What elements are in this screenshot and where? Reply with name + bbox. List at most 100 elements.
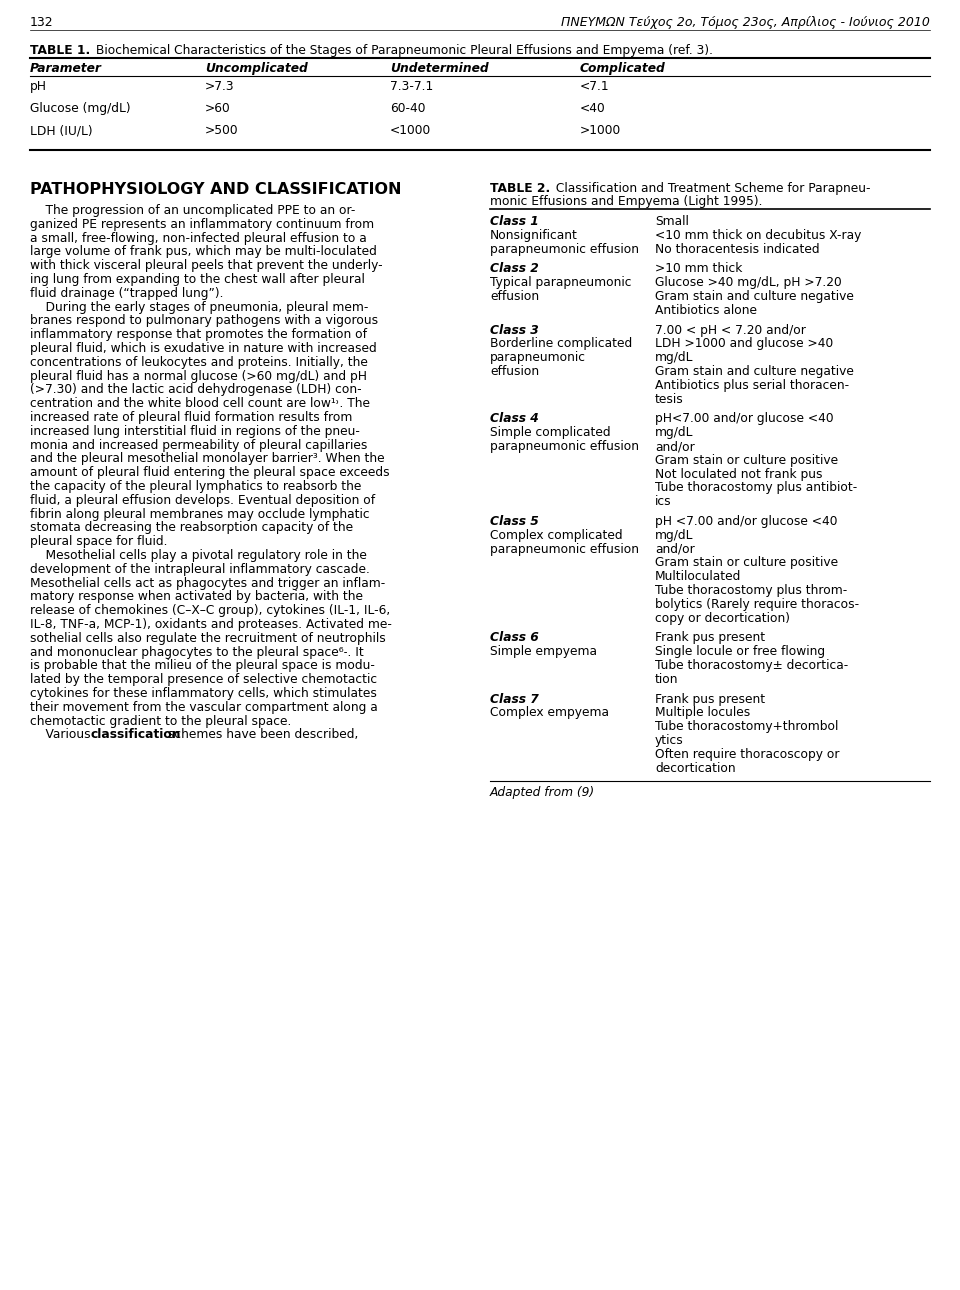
Text: branes respond to pulmonary pathogens with a vigorous: branes respond to pulmonary pathogens wi… [30,315,378,328]
Text: Antibiotics alone: Antibiotics alone [655,304,757,317]
Text: parapneumonic effusion: parapneumonic effusion [490,243,639,255]
Text: ics: ics [655,495,672,508]
Text: increased rate of pleural fluid formation results from: increased rate of pleural fluid formatio… [30,412,352,424]
Text: Often require thoracoscopy or: Often require thoracoscopy or [655,748,839,761]
Text: >7.3: >7.3 [205,80,234,93]
Text: Not loculated not frank pus: Not loculated not frank pus [655,467,823,481]
Text: (>7.30) and the lactic acid dehydrogenase (LDH) con-: (>7.30) and the lactic acid dehydrogenas… [30,383,362,396]
Text: and the pleural mesothelial monolayer barrier³. When the: and the pleural mesothelial monolayer ba… [30,453,385,466]
Text: Class 6: Class 6 [490,631,539,645]
Text: decortication: decortication [655,761,735,774]
Text: Gram stain and culture negative: Gram stain and culture negative [655,365,853,378]
Text: Tube thoracostomy+thrombol: Tube thoracostomy+thrombol [655,720,838,733]
Text: Glucose >40 mg/dL, pH >7.20: Glucose >40 mg/dL, pH >7.20 [655,276,842,289]
Text: Class 5: Class 5 [490,515,539,528]
Text: with thick visceral pleural peels that prevent the underly-: with thick visceral pleural peels that p… [30,259,383,272]
Text: Various: Various [30,729,94,742]
Text: 132: 132 [30,15,54,28]
Text: Complex empyema: Complex empyema [490,707,609,720]
Text: tion: tion [655,673,679,686]
Text: Mesothelial cells play a pivotal regulatory role in the: Mesothelial cells play a pivotal regulat… [30,550,367,562]
Text: ytics: ytics [655,734,684,747]
Text: bolytics (Rarely require thoracos-: bolytics (Rarely require thoracos- [655,597,859,610]
Text: chemotactic gradient to the pleural space.: chemotactic gradient to the pleural spac… [30,715,292,728]
Text: concentrations of leukocytes and proteins. Initially, the: concentrations of leukocytes and protein… [30,356,368,369]
Text: sothelial cells also regulate the recruitment of neutrophils: sothelial cells also regulate the recrui… [30,632,386,645]
Text: Simple empyema: Simple empyema [490,645,597,658]
Text: monic Effusions and Empyema (Light 1995).: monic Effusions and Empyema (Light 1995)… [490,195,762,208]
Text: Gram stain and culture negative: Gram stain and culture negative [655,290,853,303]
Text: Antibiotics plus serial thoracen-: Antibiotics plus serial thoracen- [655,379,850,392]
Text: stomata decreasing the reabsorption capacity of the: stomata decreasing the reabsorption capa… [30,521,353,534]
Text: ΠΝΕΥΜΩΝ Τεύχος 2ο, Τόμος 23ος, Απρίλιος - Ιούνιος 2010: ΠΝΕΥΜΩΝ Τεύχος 2ο, Τόμος 23ος, Απρίλιος … [562,15,930,28]
Text: Tube thoracostomy plus throm-: Tube thoracostomy plus throm- [655,584,848,597]
Text: Typical parapneumonic: Typical parapneumonic [490,276,632,289]
Text: release of chemokines (C–X–C group), cytokines (IL-1, IL-6,: release of chemokines (C–X–C group), cyt… [30,604,391,617]
Text: copy or decortication): copy or decortication) [655,611,790,624]
Text: centration and the white blood cell count are low¹˒. The: centration and the white blood cell coun… [30,397,370,410]
Text: Class 4: Class 4 [490,413,539,426]
Text: >500: >500 [205,124,239,137]
Text: mg/dL: mg/dL [655,351,693,364]
Text: Glucose (mg/dL): Glucose (mg/dL) [30,102,131,115]
Text: ganized PE represents an inflammatory continuum from: ganized PE represents an inflammatory co… [30,218,374,231]
Text: >60: >60 [205,102,230,115]
Text: Classification and Treatment Scheme for Parapneu-: Classification and Treatment Scheme for … [552,182,871,195]
Text: Uncomplicated: Uncomplicated [205,62,308,75]
Text: their movement from the vascular compartment along a: their movement from the vascular compart… [30,700,377,713]
Text: increased lung interstitial fluid in regions of the pneu-: increased lung interstitial fluid in reg… [30,424,360,437]
Text: >1000: >1000 [580,124,621,137]
Text: inflammatory response that promotes the formation of: inflammatory response that promotes the … [30,328,367,341]
Text: is probable that the milieu of the pleural space is modu-: is probable that the milieu of the pleur… [30,659,374,672]
Text: >10 mm thick: >10 mm thick [655,262,742,275]
Text: and/or: and/or [655,440,695,453]
Text: Tube thoracostomy plus antibiot-: Tube thoracostomy plus antibiot- [655,481,857,494]
Text: 60-40: 60-40 [390,102,425,115]
Text: mg/dL: mg/dL [655,529,693,542]
Text: amount of pleural fluid entering the pleural space exceeds: amount of pleural fluid entering the ple… [30,466,390,479]
Text: ing lung from expanding to the chest wall after pleural: ing lung from expanding to the chest wal… [30,273,365,286]
Text: schemes have been described,: schemes have been described, [164,729,358,742]
Text: Gram stain or culture positive: Gram stain or culture positive [655,454,838,467]
Text: fluid, a pleural effusion develops. Eventual deposition of: fluid, a pleural effusion develops. Even… [30,494,375,507]
Text: Parameter: Parameter [30,62,102,75]
Text: pH<7.00 and/or glucose <40: pH<7.00 and/or glucose <40 [655,413,833,426]
Text: mg/dL: mg/dL [655,426,693,439]
Text: monia and increased permeability of pleural capillaries: monia and increased permeability of pleu… [30,439,368,451]
Text: Multiloculated: Multiloculated [655,570,741,583]
Text: effusion: effusion [490,290,540,303]
Text: a small, free-flowing, non-infected pleural effusion to a: a small, free-flowing, non-infected pleu… [30,232,367,245]
Text: parapneumonic effusion: parapneumonic effusion [490,440,639,453]
Text: TABLE 1.: TABLE 1. [30,44,90,57]
Text: pH: pH [30,80,47,93]
Text: 7.00 < pH < 7.20 and/or: 7.00 < pH < 7.20 and/or [655,324,805,337]
Text: and/or: and/or [655,543,695,556]
Text: parapneumonic: parapneumonic [490,351,586,364]
Text: PATHOPHYSIOLOGY AND CLASSIFICATION: PATHOPHYSIOLOGY AND CLASSIFICATION [30,182,401,197]
Text: Multiple locules: Multiple locules [655,707,751,720]
Text: LDH >1000 and glucose >40: LDH >1000 and glucose >40 [655,338,833,351]
Text: TABLE 2.: TABLE 2. [490,182,550,195]
Text: <7.1: <7.1 [580,80,610,93]
Text: Tube thoracostomy± decortica-: Tube thoracostomy± decortica- [655,659,849,672]
Text: large volume of frank pus, which may be multi-loculated: large volume of frank pus, which may be … [30,245,377,258]
Text: Simple complicated: Simple complicated [490,426,611,439]
Text: pH <7.00 and/or glucose <40: pH <7.00 and/or glucose <40 [655,515,837,528]
Text: Undetermined: Undetermined [390,62,489,75]
Text: classification: classification [90,729,180,742]
Text: The progression of an uncomplicated PPE to an or-: The progression of an uncomplicated PPE … [30,204,355,217]
Text: Frank pus present: Frank pus present [655,693,765,706]
Text: fibrin along pleural membranes may occlude lymphatic: fibrin along pleural membranes may occlu… [30,507,370,521]
Text: Class 7: Class 7 [490,693,539,706]
Text: Complicated: Complicated [580,62,665,75]
Text: pleural space for fluid.: pleural space for fluid. [30,535,167,548]
Text: the capacity of the pleural lymphatics to reabsorb the: the capacity of the pleural lymphatics t… [30,480,361,493]
Text: lated by the temporal presence of selective chemotactic: lated by the temporal presence of select… [30,673,377,686]
Text: and mononuclear phagocytes to the pleural space⁶˗. It: and mononuclear phagocytes to the pleura… [30,645,364,659]
Text: pleural fluid has a normal glucose (>60 mg/dL) and pH: pleural fluid has a normal glucose (>60 … [30,370,367,383]
Text: Complex complicated: Complex complicated [490,529,623,542]
Text: pleural fluid, which is exudative in nature with increased: pleural fluid, which is exudative in nat… [30,342,376,355]
Text: cytokines for these inflammatory cells, which stimulates: cytokines for these inflammatory cells, … [30,688,377,700]
Text: Biochemical Characteristics of the Stages of Parapneumonic Pleural Effusions and: Biochemical Characteristics of the Stage… [92,44,713,57]
Text: Class 3: Class 3 [490,324,539,337]
